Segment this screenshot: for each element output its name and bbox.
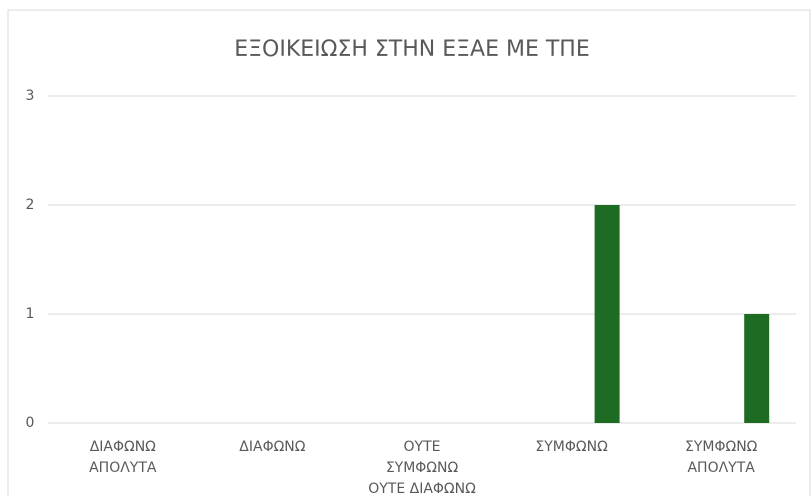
bar: [594, 205, 620, 423]
chart-border: [7, 9, 811, 496]
x-tick-label: ΣΥΜΦΩΝΩ ΑΠΟΛΥΤΑ: [685, 439, 758, 476]
y-tick-label: 0: [26, 415, 35, 431]
x-tick-label: ΔΙΑΦΩΝΩ ΑΠΟΛΥΤΑ: [89, 439, 157, 476]
y-tick-label: 3: [26, 88, 35, 104]
x-tick-label: ΔΙΑΦΩΝΩ: [239, 439, 306, 455]
chart-title: ΕΞΟΙΚΕΙΩΣΗ ΣΤΗΝ ΕΞΑΕ ΜΕ ΤΠΕ: [234, 37, 590, 62]
bar: [744, 314, 770, 423]
x-tick-label: ΣΥΜΦΩΝΩ: [535, 439, 608, 455]
x-tick-label: ΟΥΤΕ ΣΥΜΦΩΝΩ ΟΥΤΕ ΔΙΑΦΩΝΩ: [368, 439, 476, 496]
y-tick-label: 1: [26, 306, 35, 322]
y-tick-label: 2: [26, 197, 35, 213]
